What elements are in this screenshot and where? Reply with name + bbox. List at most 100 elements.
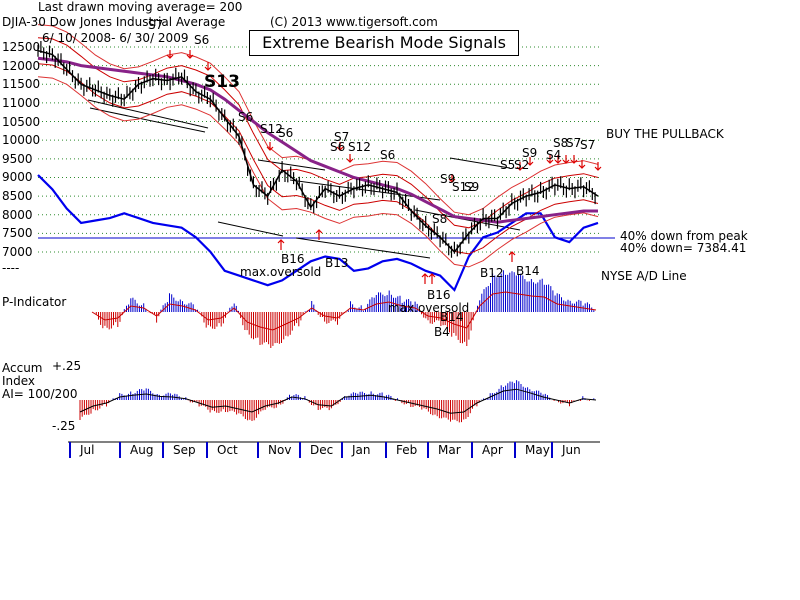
ma-path: [37, 56, 598, 224]
peak-label-1: 40% down from peak: [620, 229, 748, 243]
accum-minus-label: -.25: [52, 419, 76, 433]
nyse-ad-label: NYSE A/D Line: [601, 269, 687, 283]
up-arrow: [508, 251, 516, 262]
trend-line: [449, 157, 511, 169]
signal-label: S12: [260, 122, 283, 136]
nyse-ad-line: [37, 174, 599, 292]
signal-label: S12: [452, 180, 475, 194]
signal-label: S6: [380, 148, 396, 162]
trend-line: [87, 99, 209, 129]
month-label: Jul: [80, 443, 95, 457]
y-tick-label: 7000: [2, 245, 33, 259]
header-copyright: (C) 2013 www.tigersoft.com: [270, 15, 438, 29]
max-oversold-label-2: max.oversold: [388, 301, 470, 315]
signal-label: S9: [522, 146, 538, 160]
price-bar-path: [37, 41, 596, 258]
month-axis: [68, 441, 600, 458]
down-arrow: [570, 155, 578, 164]
accum-label-3: AI= 100/200: [2, 387, 78, 401]
signal-label: S12: [348, 140, 371, 154]
signal-label: S7: [566, 136, 582, 150]
signal-label: S6: [278, 126, 294, 140]
signal-label: B12: [480, 266, 504, 280]
ad-line-path: [37, 174, 599, 292]
p-indicator-ma: [91, 291, 597, 331]
signal-label: B14: [516, 264, 540, 278]
y-tick-label: 12500: [2, 40, 41, 54]
header-moving-average: Last drawn moving average= 200: [38, 0, 243, 14]
band-line: [37, 37, 599, 229]
signal-label: S7: [334, 130, 350, 144]
price-close-path: [37, 49, 599, 254]
trend-line: [414, 209, 521, 231]
signal-label: B13: [325, 256, 349, 270]
y-tick-label: 11000: [2, 95, 41, 110]
signal-label: B16: [281, 252, 305, 266]
signal-arrows: [166, 50, 602, 284]
band-line: [37, 63, 599, 255]
signal-label: S9: [440, 172, 456, 186]
header-date-range: 6/ 10/ 2008- 6/ 30/ 2009: [42, 31, 189, 45]
trend-line: [257, 159, 326, 171]
signal-label: S9: [464, 180, 480, 194]
signal-label: S8: [432, 212, 448, 226]
month-label: Mar: [438, 443, 461, 457]
accum-label-2: Index: [2, 374, 36, 388]
down-arrow: [546, 155, 554, 164]
down-arrow: [448, 174, 456, 183]
y-tick-label: 8500: [2, 189, 33, 204]
month-label: Oct: [217, 443, 238, 457]
up-arrow: [315, 229, 323, 240]
signal-label: S6: [238, 110, 254, 124]
up-arrow: [428, 273, 436, 284]
trend-line: [295, 237, 431, 259]
down-arrow: [594, 162, 602, 171]
y-tick-dash: ----: [2, 261, 20, 275]
p-indicator-label: P-Indicator: [2, 295, 67, 309]
down-arrow: [166, 50, 174, 59]
month-label: Dec: [310, 443, 334, 457]
month-label: Jan: [352, 443, 371, 457]
down-arrow: [336, 142, 344, 151]
signal-label: S8: [553, 136, 569, 150]
signal-label: S7: [580, 138, 596, 152]
signal-label: S5: [500, 158, 516, 172]
y-tick-label: 9500: [2, 151, 33, 166]
down-arrow: [204, 62, 212, 71]
signal-label: S13: [204, 72, 240, 92]
trend-line: [217, 221, 284, 237]
month-label: Feb: [396, 443, 418, 457]
up-arrow: [277, 239, 285, 250]
month-label: Apr: [482, 443, 503, 457]
p-indicator-panel: [91, 270, 597, 348]
signal-label: B4: [434, 325, 450, 339]
y-tick-label: 8000: [2, 207, 33, 222]
y-tick-label: 10500: [2, 114, 41, 129]
month-label: Nov: [268, 443, 292, 457]
month-label: Sep: [173, 443, 196, 457]
down-arrow: [186, 50, 194, 59]
price-bars: [37, 41, 599, 258]
month-label: Jun: [562, 443, 581, 457]
chart-title-box: Extreme Bearish Mode Signals: [249, 30, 519, 56]
down-arrow: [516, 162, 524, 171]
accum-label-1: Accum: [2, 361, 43, 375]
month-label: May: [525, 443, 550, 457]
y-tick-label: 9000: [2, 170, 33, 185]
down-arrow: [526, 157, 534, 166]
down-arrow: [562, 155, 570, 164]
accum-ma: [79, 388, 597, 414]
signal-label: B16: [427, 288, 451, 302]
down-arrow: [346, 154, 354, 163]
signal-label: B14: [440, 310, 464, 324]
signal-label: S4: [546, 148, 562, 162]
y-tick-label: 12000: [2, 58, 41, 73]
signal-label: S6: [194, 33, 210, 47]
up-arrow: [421, 273, 429, 284]
trend-line: [89, 107, 206, 133]
band-line: [37, 76, 599, 268]
accum-plus-label: +.25: [52, 359, 82, 373]
y-tick-label: 7500: [2, 226, 33, 241]
header-title: DJIA-30 Dow Jones Industrial Average: [2, 15, 226, 29]
